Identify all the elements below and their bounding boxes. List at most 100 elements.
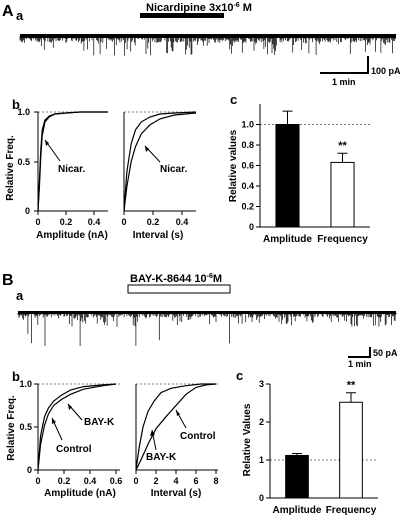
- B-b-right-control-arrowhead: [176, 410, 180, 416]
- A-b-left-nicar-curve: [37, 111, 108, 212]
- panel-B-b-label: b: [12, 369, 20, 384]
- bayk-label: BAY-K-8644 10-6M: [130, 273, 222, 285]
- scale-B-amp: 50 pA: [373, 348, 398, 358]
- bar-amplitude: [275, 124, 300, 228]
- A-b-left-xtick-04: 0.4: [88, 217, 101, 227]
- A-b-right-xlabel: Interval (s): [133, 230, 184, 241]
- A-b-left-xtick-0: 0: [35, 217, 40, 227]
- bar-ytick-label: 0.4: [241, 181, 254, 191]
- A-b-left-control-curve: [37, 111, 108, 212]
- bar-significance: **: [347, 380, 356, 392]
- A-b-ytick-05: 0.5: [17, 157, 30, 167]
- panel-A-c-label: c: [230, 92, 237, 107]
- scale-A-time: 1 min: [332, 77, 356, 87]
- panel-B-a-label: a: [16, 288, 24, 303]
- bar-category-label: Frequency: [326, 505, 377, 516]
- A-b-left-xtick-02: 0.2: [60, 217, 73, 227]
- A-b-right-nicar-annotation: Nicar.: [160, 164, 187, 175]
- B-b-right-xticks: [135, 470, 217, 474]
- bar-ytick-label: 2: [259, 417, 264, 427]
- bar-ytick-label: 3: [259, 379, 264, 389]
- bar-ytick-label: 0: [259, 493, 264, 503]
- B-b-right-bayk-annotation: BAY-K: [146, 452, 177, 463]
- A-c-ylabel: Relative values: [228, 129, 239, 202]
- B-b-ytick-05: 0.5: [19, 422, 32, 432]
- bar-ytick-label: 0.8: [241, 140, 254, 150]
- B-b-right-xtick-0: 0: [133, 476, 138, 486]
- bar-category-label: Frequency: [317, 234, 368, 245]
- A-c-bar-chart: 0 0.2 0.4 0.6 0.8 1.0 Amplitude ** Frequency: [241, 104, 370, 245]
- B-b-right-xtick-6: 6: [193, 476, 198, 486]
- bar-frequency: [330, 161, 355, 228]
- A-b-left-yticks: [34, 111, 38, 212]
- B-b-left-control-curve: [37, 383, 117, 471]
- bar-amplitude: [285, 454, 309, 499]
- B-b-left-xlabel: Amplitude (nA): [44, 488, 116, 499]
- bar-error-amplitude: [292, 453, 302, 456]
- A-b-right-xtick-02: 0.2: [147, 217, 160, 227]
- panel-B-c-label: c: [236, 368, 243, 383]
- B-b-left-yticks: [34, 383, 38, 471]
- B-b-right-bayk-curve: [135, 383, 216, 471]
- bar-error-frequency: [346, 392, 356, 403]
- nicardipine-label: Nicardipine 3x10-6 M: [146, 2, 252, 14]
- B-b-left-bayk-annotation: BAY-K: [84, 417, 115, 428]
- B-b-left-control-arrowhead: [52, 418, 56, 424]
- A-b-ytick-0: 0: [25, 206, 30, 216]
- B-b-ylabel: Relative Freq.: [6, 395, 17, 461]
- bar-ytick-label: 0.2: [241, 202, 254, 212]
- bar-ytick-label: 1: [259, 455, 264, 465]
- scale-B-time: 1 min: [348, 359, 372, 369]
- B-b-ytick-0: 0: [27, 465, 32, 475]
- B-b-left-xticks: [37, 470, 117, 474]
- bar-significance: **: [338, 140, 347, 152]
- bar-frequency: [339, 401, 363, 499]
- panel-A-label: A: [2, 3, 14, 20]
- A-b-ylabel: Relative Freq.: [5, 135, 16, 201]
- A-b-left-arrowhead: [45, 140, 49, 146]
- B-b-left-xtick-06: 0.6: [110, 476, 123, 486]
- B-b-left-bayk-curve: [37, 383, 117, 471]
- B-b-ytick-1: 1.0: [19, 379, 32, 389]
- B-c-bar-chart: 0 1 2 3 Amplitude ** Frequency: [259, 379, 378, 516]
- bar-ytick-label: 0.6: [241, 161, 254, 171]
- B-b-right-xlabel: Interval (s): [151, 488, 202, 499]
- B-b-left-xtick-0: 0: [35, 476, 40, 486]
- A-b-right-xtick-0: 0: [121, 217, 126, 227]
- B-b-right-control-curve: [135, 383, 217, 471]
- panel-A-b-label: b: [12, 97, 20, 112]
- B-b-right-xtick-8: 8: [213, 476, 218, 486]
- A-b-left-xticks: [37, 211, 95, 215]
- A-b-right-xtick-04: 0.4: [176, 217, 189, 227]
- B-b-left-control-annotation: Control: [56, 444, 92, 455]
- scale-bar-A: [320, 56, 369, 74]
- A-b-left-nicar-annotation: Nicar.: [58, 164, 85, 175]
- panel-A-a-label: a: [16, 8, 24, 23]
- B-b-right-xtick-2: 2: [153, 476, 158, 486]
- bar-category-label: Amplitude: [263, 234, 312, 245]
- scale-A-amp: 100 pA: [371, 66, 400, 76]
- A-b-right-nicar-curve: [123, 112, 197, 212]
- bar-ytick-label: 0: [249, 222, 254, 232]
- nicardipine-application-bar: [140, 13, 224, 18]
- bayk-application-bar: [127, 284, 231, 294]
- B-b-right-control-annotation: Control: [180, 431, 216, 442]
- scale-bar-B: [348, 347, 371, 358]
- B-b-right-bayk-arrowhead: [150, 430, 155, 436]
- trace-B-epscs: [17, 313, 397, 346]
- A-b-right-control-curve: [123, 111, 197, 212]
- bar-error-amplitude: [282, 110, 293, 125]
- trace-A-epscs: [19, 36, 396, 56]
- B-b-left-xtick-02: 0.2: [58, 476, 71, 486]
- A-b-right-xticks: [123, 211, 183, 215]
- trace-B-baseline: [18, 311, 396, 314]
- A-b-right-arrowhead: [145, 146, 149, 152]
- B-b-right-xtick-4: 4: [173, 476, 178, 486]
- B-c-ylabel: Relative Values: [242, 403, 253, 476]
- bar-category-label: Amplitude: [273, 505, 322, 516]
- A-b-left-xlabel: Amplitude (nA): [36, 230, 108, 241]
- A-b-ytick-1: 1.0: [17, 107, 30, 117]
- B-b-left-xtick-04: 0.4: [84, 476, 97, 486]
- bar-error-frequency: [337, 152, 348, 163]
